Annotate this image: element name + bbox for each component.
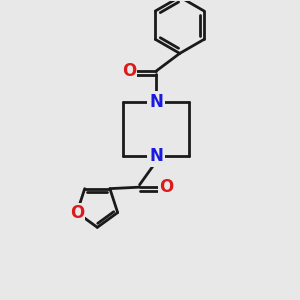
Text: N: N [149,93,163,111]
Text: O: O [122,62,136,80]
Text: O: O [159,178,173,196]
Text: O: O [70,204,84,222]
Text: N: N [149,147,163,165]
